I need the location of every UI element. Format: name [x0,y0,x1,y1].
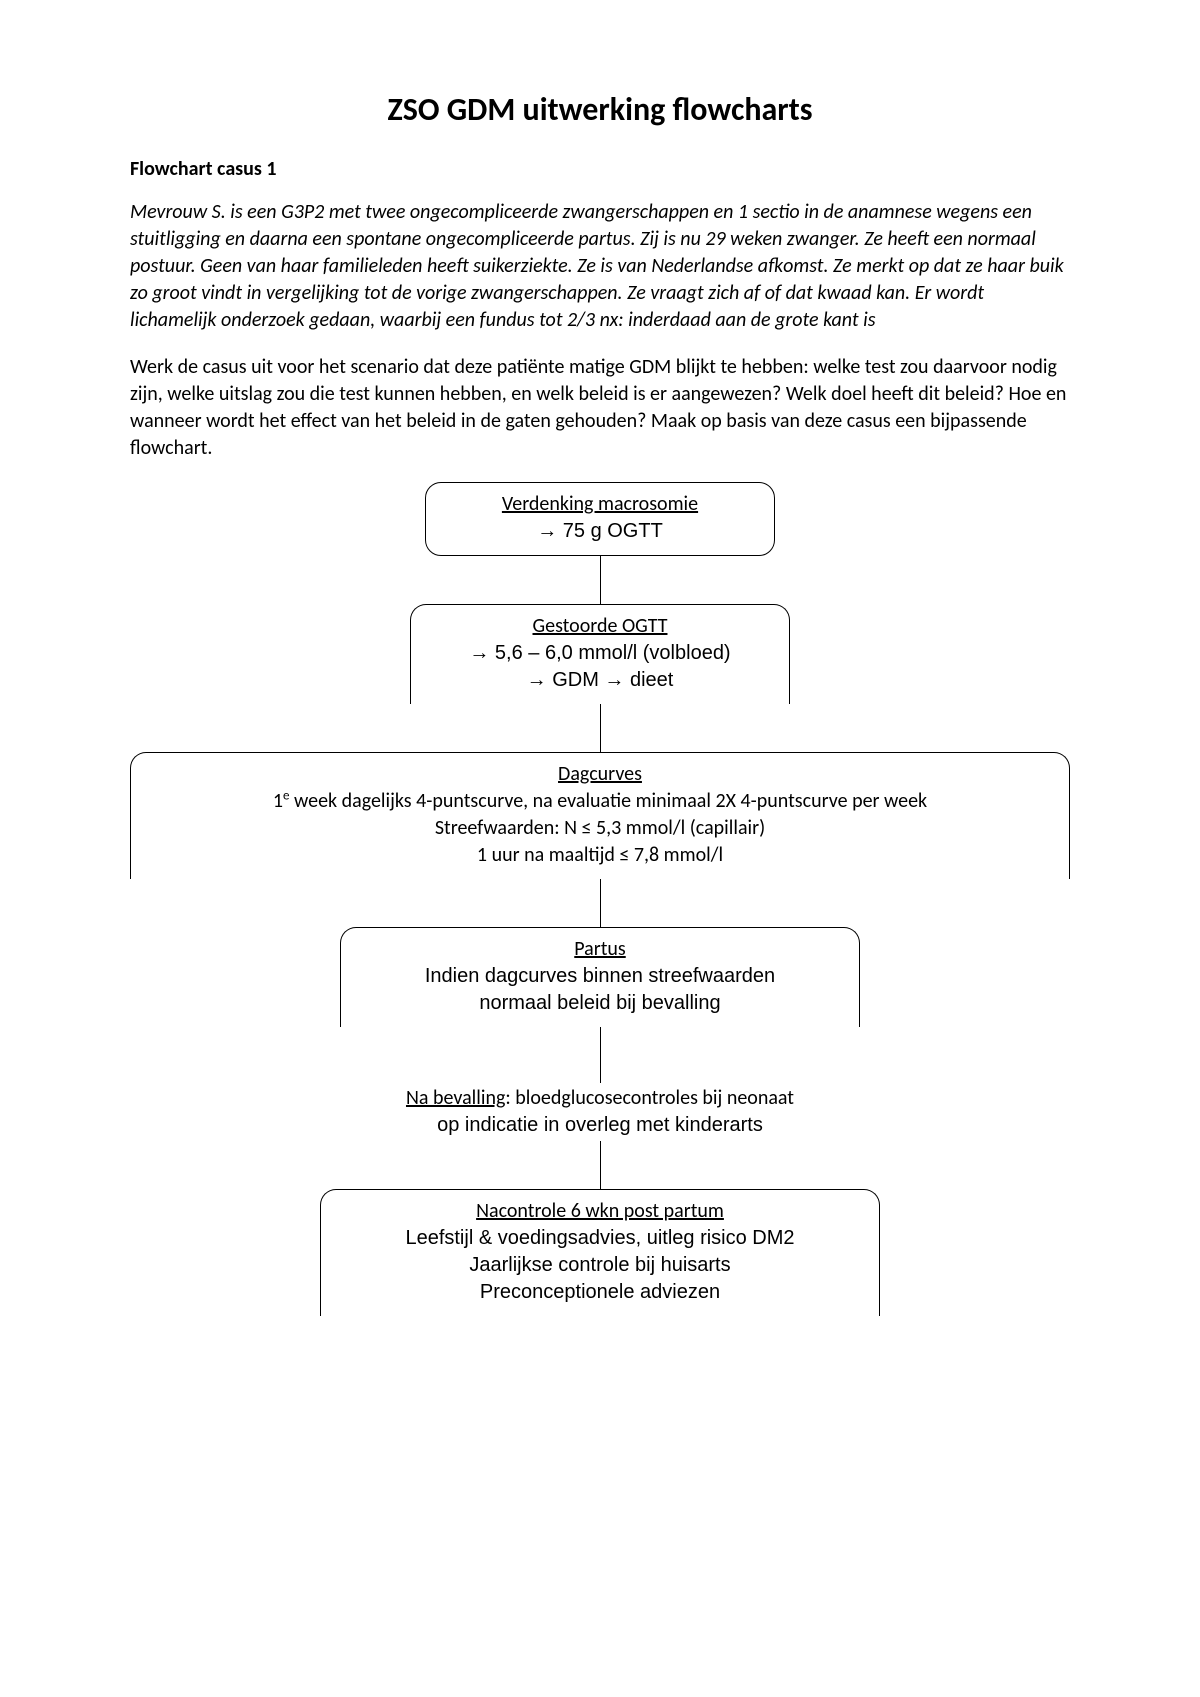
flow-node-n1: Verdenking macrosomie→ 75 g OGTT [425,482,775,556]
subheading: Flowchart casus 1 [130,157,1070,181]
page: ZSO GDM uitwerking flowcharts Flowchart … [0,0,1200,1697]
flowchart: Verdenking macrosomie→ 75 g OGTT Gestoord… [130,482,1070,1316]
flow-node-n2: Gestoorde OGTT→ 5,6 – 6,0 mmol/l (volblo… [410,604,790,704]
intro-paragraph: Mevrouw S. is een G3P2 met twee ongecomp… [130,199,1070,334]
task-paragraph: Werk de casus uit voor het scenario dat … [130,354,1070,462]
page-title: ZSO GDM uitwerking flowcharts [130,90,1070,129]
flow-node-n4: PartusIndien dagcurves binnen streefwaar… [340,927,860,1027]
flow-node-n3: Dagcurves1e week dagelijks 4-puntscurve,… [130,752,1070,879]
flow-node-n6: Nacontrole 6 wkn post partumLeefstijl & … [320,1189,880,1316]
flow-connector [600,704,601,752]
flow-connector [600,1027,601,1083]
flow-node-n5: Na bevalling: bloedglucosecontroles bij … [320,1083,880,1141]
flow-connector [600,556,601,604]
flow-connector [600,879,601,927]
flow-connector [600,1141,601,1189]
